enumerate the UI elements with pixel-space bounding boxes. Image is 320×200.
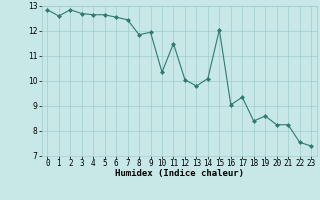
X-axis label: Humidex (Indice chaleur): Humidex (Indice chaleur): [115, 169, 244, 178]
